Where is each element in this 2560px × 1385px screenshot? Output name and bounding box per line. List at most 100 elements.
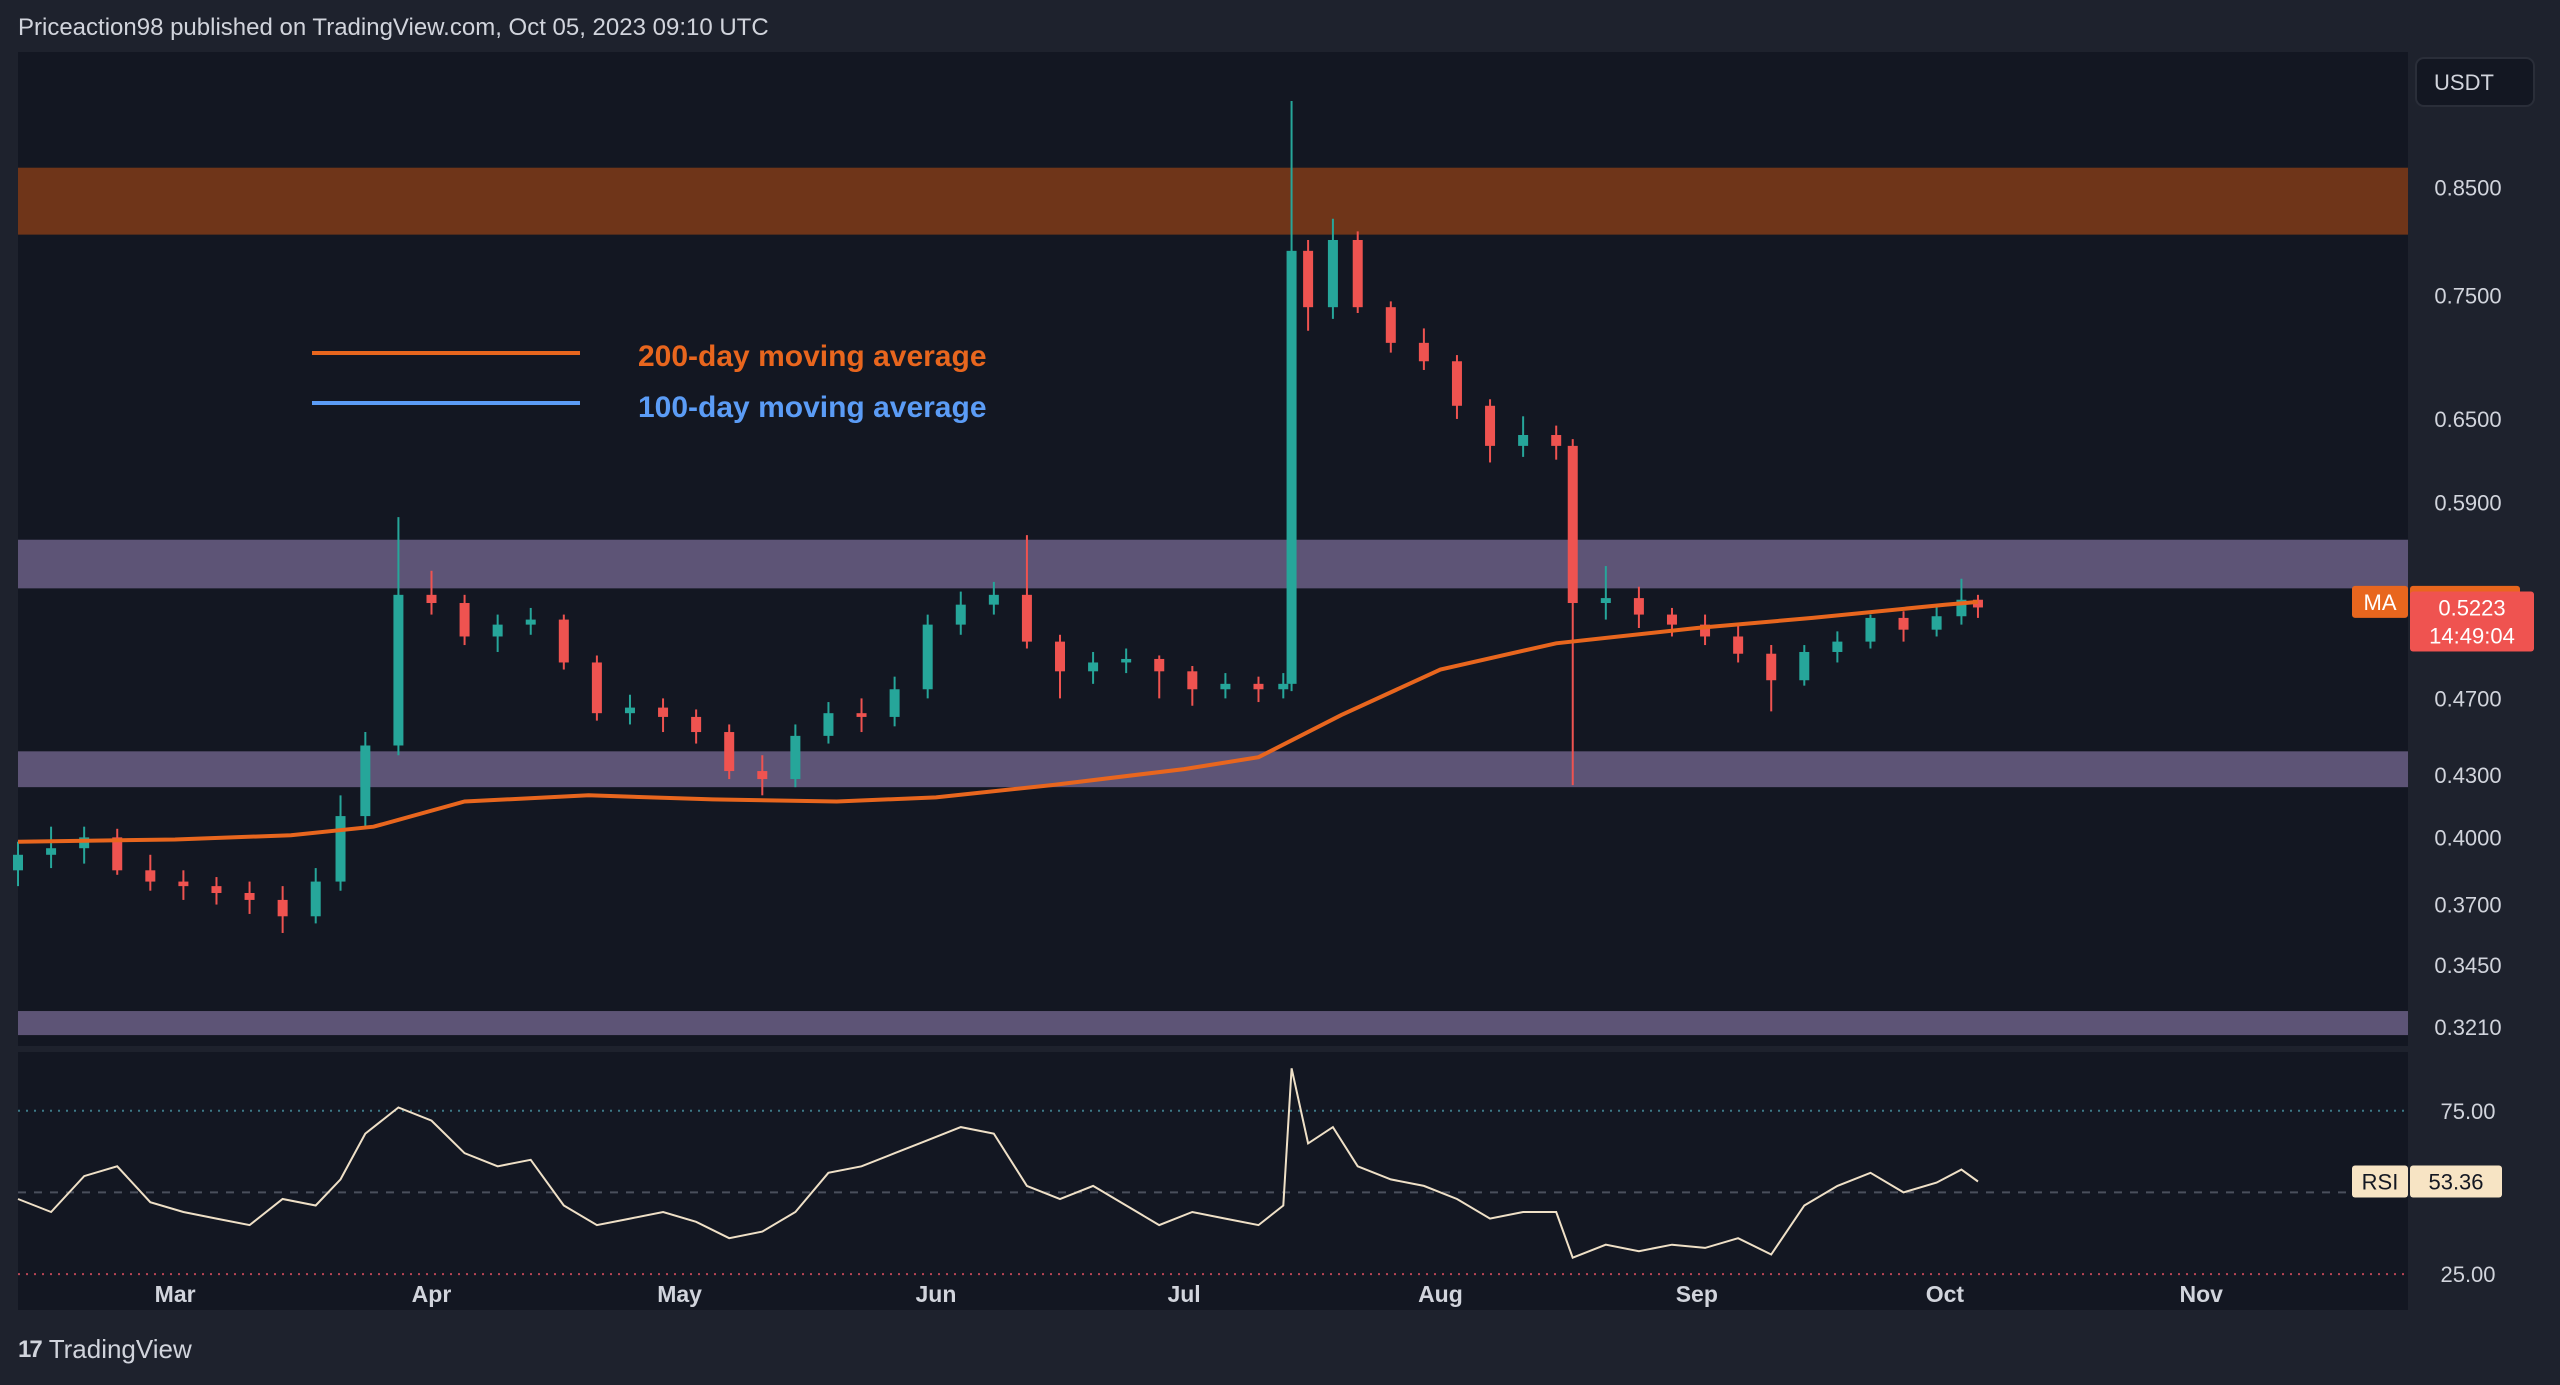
y-tick-label: 0.6500 bbox=[2434, 407, 2501, 432]
candle-body bbox=[1666, 614, 1677, 625]
x-tick-label: Mar bbox=[155, 1281, 196, 1307]
rsi-pane-bg bbox=[18, 1052, 2408, 1310]
candle-body bbox=[1352, 239, 1363, 308]
candle-body bbox=[335, 816, 346, 882]
chart-legend: 200-day moving average 100-day moving av… bbox=[312, 340, 987, 424]
candle-body bbox=[145, 870, 156, 882]
rsi-badge-bg bbox=[2352, 1165, 2408, 1198]
candle-body bbox=[360, 745, 371, 817]
legend-ma100-label: 100-day moving average bbox=[638, 391, 987, 424]
candle-body bbox=[790, 735, 801, 780]
candle-body bbox=[1518, 435, 1529, 446]
candle-body bbox=[1485, 405, 1496, 446]
ma-badge-name: MA bbox=[2364, 590, 2397, 615]
x-tick-label: Aug bbox=[1418, 1281, 1463, 1307]
candle-body bbox=[889, 689, 900, 717]
zone-resistance-0 bbox=[18, 167, 2408, 235]
candle-body bbox=[1286, 250, 1297, 684]
legend-ma200-label: 200-day moving average bbox=[638, 340, 987, 373]
y-tick-label: 0.3450 bbox=[2434, 953, 2501, 978]
candle-body bbox=[1021, 594, 1032, 642]
candle-body bbox=[112, 837, 123, 871]
candle-body bbox=[393, 594, 404, 746]
rsi-level-label: 75.00 bbox=[2440, 1099, 2495, 1124]
y-tick-label: 0.7500 bbox=[2434, 284, 2501, 309]
candle-body bbox=[558, 619, 569, 663]
tradingview-logo-icon: 17 bbox=[18, 1335, 43, 1363]
x-tick-label: Apr bbox=[412, 1281, 452, 1307]
zone-support-1 bbox=[18, 539, 2408, 589]
candle-body bbox=[244, 892, 255, 900]
candle-body bbox=[1055, 641, 1066, 672]
y-tick-label: 0.8500 bbox=[2434, 176, 2501, 201]
candle-body bbox=[1898, 617, 1909, 630]
y-tick-label: 0.5900 bbox=[2434, 490, 2501, 515]
candle-body bbox=[1220, 683, 1231, 690]
y-tick-label: 0.4700 bbox=[2434, 686, 2501, 711]
currency-button[interactable]: USDT bbox=[2415, 57, 2535, 107]
x-tick-label: Oct bbox=[1926, 1281, 1965, 1307]
x-tick-label: Nov bbox=[2180, 1281, 2224, 1307]
x-tick-label: Jul bbox=[1167, 1281, 1200, 1307]
candle-body bbox=[277, 899, 288, 917]
candle-body bbox=[624, 707, 635, 714]
x-tick-label: Sep bbox=[1676, 1281, 1718, 1307]
candle-body bbox=[1187, 671, 1198, 690]
x-tick-label: May bbox=[657, 1281, 702, 1307]
y-tick-label: 0.4300 bbox=[2434, 763, 2501, 788]
candle-body bbox=[1931, 616, 1942, 630]
ma200-line bbox=[17, 599, 1979, 844]
candle-body bbox=[525, 619, 536, 625]
candle-body bbox=[955, 604, 966, 625]
candle-body bbox=[1865, 617, 1876, 642]
candle-body bbox=[988, 594, 999, 605]
candle-body bbox=[724, 732, 735, 772]
footer[interactable]: 17 TradingView bbox=[18, 1334, 192, 1365]
candle-body bbox=[1154, 658, 1165, 672]
candle-body bbox=[426, 594, 437, 604]
candle-body bbox=[459, 603, 470, 637]
candle-body bbox=[1799, 651, 1810, 681]
candle-body bbox=[13, 854, 23, 871]
candle-body bbox=[1700, 624, 1711, 637]
candle-body bbox=[1733, 636, 1744, 654]
candle-body bbox=[79, 837, 90, 849]
price-badge-bg bbox=[2410, 591, 2534, 652]
ma-badge-bg bbox=[2352, 585, 2408, 618]
candle-body bbox=[1253, 683, 1264, 690]
candle-body bbox=[591, 662, 602, 714]
candle-body bbox=[1832, 641, 1843, 652]
candle-body bbox=[1418, 342, 1429, 362]
candle-body bbox=[1633, 598, 1644, 615]
candle-body bbox=[310, 881, 321, 917]
candle-body bbox=[1303, 250, 1314, 308]
candle-body bbox=[1956, 599, 1967, 617]
rsi-badge-name: RSI bbox=[2362, 1169, 2399, 1194]
candle-body bbox=[1451, 361, 1462, 406]
y-tick-label: 0.3700 bbox=[2434, 893, 2501, 918]
candle-body bbox=[1766, 653, 1777, 681]
candle-body bbox=[1121, 658, 1132, 663]
zone-support-3 bbox=[18, 1011, 2408, 1036]
candle-body bbox=[1088, 662, 1099, 672]
candle-body bbox=[757, 771, 768, 780]
countdown-label: 14:49:04 bbox=[2429, 623, 2515, 648]
candle-body bbox=[211, 886, 222, 893]
rsi-level-label: 25.00 bbox=[2440, 1262, 2495, 1287]
candle-body bbox=[1278, 683, 1289, 690]
rsi-line bbox=[17, 1068, 1979, 1260]
candle-body bbox=[922, 624, 933, 690]
candle-body bbox=[691, 716, 702, 733]
publish-info: Priceaction98 published on TradingView.c… bbox=[18, 14, 769, 41]
candle-body bbox=[1551, 435, 1562, 446]
candle-body bbox=[178, 881, 189, 887]
x-tick-label: Jun bbox=[916, 1281, 957, 1307]
y-tick-label: 0.3210 bbox=[2434, 1015, 2501, 1040]
rsi-value-badge-bg bbox=[2410, 1165, 2502, 1198]
candle-body bbox=[492, 624, 503, 637]
y-tick-label: 0.4000 bbox=[2434, 825, 2501, 850]
currency-label: USDT bbox=[2434, 70, 2494, 95]
candle-body bbox=[1567, 445, 1578, 604]
candle-body bbox=[46, 848, 57, 855]
